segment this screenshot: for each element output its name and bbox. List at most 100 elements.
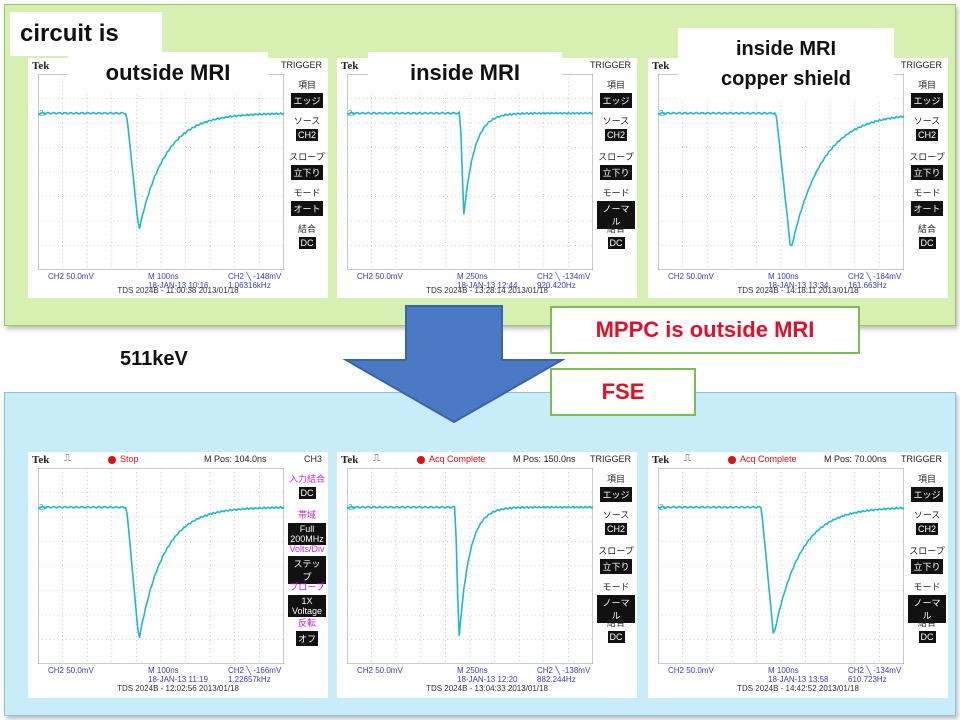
menu-item[interactable]: スロープ 立下り [908,544,946,580]
menu-item-value: Full 200MHz [288,523,326,545]
menu-title: TRIGGER [589,454,631,464]
menu-item[interactable]: 帯域 Full 200MHz [288,508,326,545]
menu-item-value: DC [607,237,625,249]
timebase: M 100ns [148,666,179,675]
menu-item-label: スロープ [598,152,634,162]
menu-item-label: ソース [913,510,941,520]
menu-item[interactable]: ソース CH2 [908,508,946,544]
timebase: M 100ns [148,272,179,281]
menu-item-label: ソース [602,510,630,520]
menu-item-value: 立下り [600,559,632,574]
menu-item-value: オフ [295,631,318,646]
menu-item-value: ノーマル [597,201,635,229]
menu-item[interactable]: 反転 オフ [288,616,326,652]
menu-item-label: ソース [913,116,941,126]
menu-item[interactable]: スロープ 立下り [597,544,635,580]
menu-item[interactable]: 結合 DC [908,222,946,258]
menu-item-label: 結合 [917,618,936,628]
menu-item-label: モード [913,188,941,198]
menu-item[interactable]: 項目 エッジ [908,78,946,114]
menu-item[interactable]: ソース CH2 [597,508,635,544]
channel-marker: 2▸ [659,503,667,512]
menu-item-value: DC [298,237,316,249]
energy-label: 511keV [120,348,188,370]
menu-item[interactable]: ソース CH2 [288,114,326,150]
menu-item-label: 反転 [297,618,316,628]
trigger-level: CH2 ╲ -148mV [228,272,282,281]
trigger-level: CH2 ╲ -134mV [537,272,591,281]
menu-item[interactable]: プローブ 1X Voltage [288,580,326,617]
menu-item[interactable]: ソース CH2 [908,114,946,150]
timebase: M 250ns [457,666,488,675]
scope-footer: TDS 2024B - 13:04:33 2013/01/18 [426,684,548,693]
brand-logo: Tek [652,60,670,72]
menu-item-label: 結合 [917,224,936,234]
menu-title: TRIGGER [589,60,631,70]
menu-item-value: DC [918,631,936,643]
menu-item-label: 結合 [297,224,316,234]
menu-item[interactable]: 入力結合 DC [288,472,326,508]
menu-item[interactable]: モード ノーマル [908,580,946,623]
menu-item[interactable]: 項目 エッジ [597,472,635,508]
menu-item-value: 立下り [911,165,943,180]
waveform-grid: 2▸ [658,74,904,270]
menu-item-value: オート [291,201,323,216]
menu-item-value: CH2 [295,129,318,141]
waveform-grid: 2▸ [658,468,904,664]
menu-item-label: 項目 [917,80,936,90]
acq-status-dot-icon [728,456,736,464]
menu-item-label: スロープ [909,546,945,556]
menu-item[interactable]: スロープ 立下り [908,150,946,186]
capture-date: 18-JAN-13 12:20 [457,675,518,684]
menu-item-label: 結合 [606,618,625,628]
menu-item-value: エッジ [291,93,323,108]
menu-item-value: 立下り [600,165,632,180]
menu-item[interactable]: モード オート [288,186,326,222]
menu-item[interactable]: モード オート [908,186,946,222]
menu-item-value: 立下り [911,559,943,574]
menu-title: TRIGGER [280,60,322,70]
channel-marker: 2▸ [39,503,47,512]
menu-item[interactable]: モード ノーマル [597,580,635,623]
menu-item-label: モード [293,188,321,198]
menu-item[interactable]: 項目 エッジ [597,78,635,114]
menu-item-label: 入力結合 [288,474,325,484]
menu-item-value: CH2 [915,523,938,535]
timebase: M 100ns [768,666,799,675]
menu-item-label: 項目 [606,474,625,484]
menu-item[interactable]: スロープ 立下り [597,150,635,186]
side-menu: 項目 エッジ ソース CH2 スロープ 立下り モード ノーマル 結合 DC [597,78,635,258]
menu-item-label: 項目 [297,80,316,90]
menu-item-value: エッジ [911,93,943,108]
brand-logo: Tek [32,60,50,72]
menu-item[interactable]: Volts/Div ステップ [288,544,326,584]
menu-item[interactable]: 項目 エッジ [908,472,946,508]
menu-item-value: DC [918,237,936,249]
outside-mri-label: outside MRI [68,52,268,94]
menu-item[interactable]: モード ノーマル [597,186,635,229]
menu-item[interactable]: 結合 DC [597,222,635,258]
menu-item-label: ソース [602,116,630,126]
signal-trace [38,505,284,638]
copper-shield-line1: inside MRI [735,38,836,60]
menu-item-label: スロープ [909,152,945,162]
scope-header: Tek TRIGGER [337,58,637,74]
channel-scale: CH2 50.0mV [48,666,94,675]
menu-item[interactable]: 結合 DC [908,616,946,652]
scope-header: Tek ⎍ Acq Complete M Pos: 150.0ns TRIGGER [337,452,637,468]
menu-title: CH3 [303,454,322,464]
menu-item[interactable]: 項目 エッジ [288,78,326,114]
menu-item-label: モード [602,188,630,198]
menu-item[interactable]: 結合 DC [288,222,326,258]
capture-date: 18-JAN-13 13:58 [768,675,829,684]
menu-item[interactable]: ソース CH2 [597,114,635,150]
menu-item-value: エッジ [911,487,943,502]
menu-item[interactable]: 結合 DC [597,616,635,652]
trigger-level: CH2 ╲ -134mV [848,666,902,675]
menu-item[interactable]: スロープ 立下り [288,150,326,186]
trigger-frequency: 882.244Hz [537,675,576,684]
side-menu: 入力結合 DC 帯域 Full 200MHz Volts/Div ステップ プローブ 1X V… [288,472,326,652]
trigger-frequency: 920.420Hz [537,281,576,290]
channel-scale: CH2 50.0mV [668,666,714,675]
menu-item-label: 帯域 [297,510,316,520]
